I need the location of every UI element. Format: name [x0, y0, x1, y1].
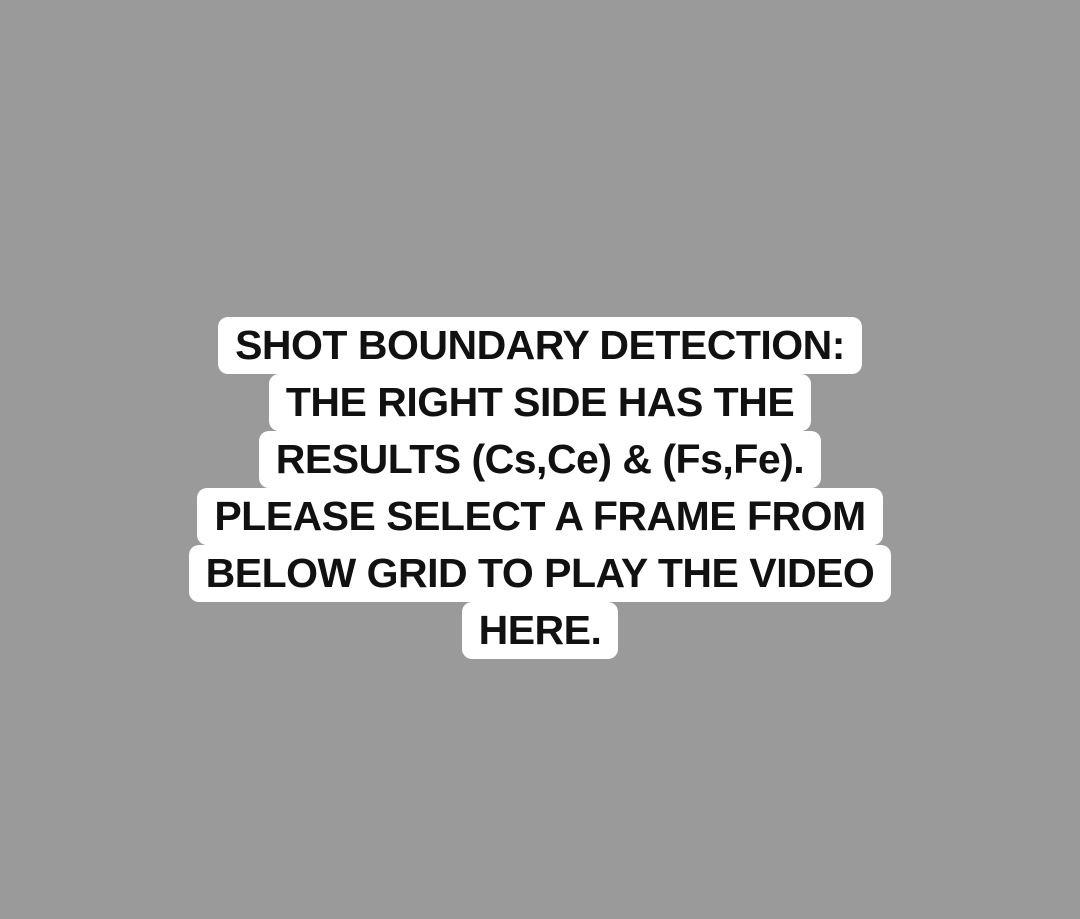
caption-line: SHOT BOUNDARY DETECTION: — [218, 317, 862, 374]
caption-line: THE RIGHT SIDE HAS THE — [268, 374, 812, 431]
placeholder-caption: SHOT BOUNDARY DETECTION: THE RIGHT SIDE … — [0, 317, 1080, 659]
caption-line: RESULTS (Cs,Ce) & (Fs,Fe). — [258, 431, 822, 488]
caption-line: HERE. — [461, 602, 619, 659]
caption-line: PLEASE SELECT A FRAME FROM — [197, 488, 883, 545]
caption-line: BELOW GRID TO PLAY THE VIDEO — [188, 545, 892, 602]
